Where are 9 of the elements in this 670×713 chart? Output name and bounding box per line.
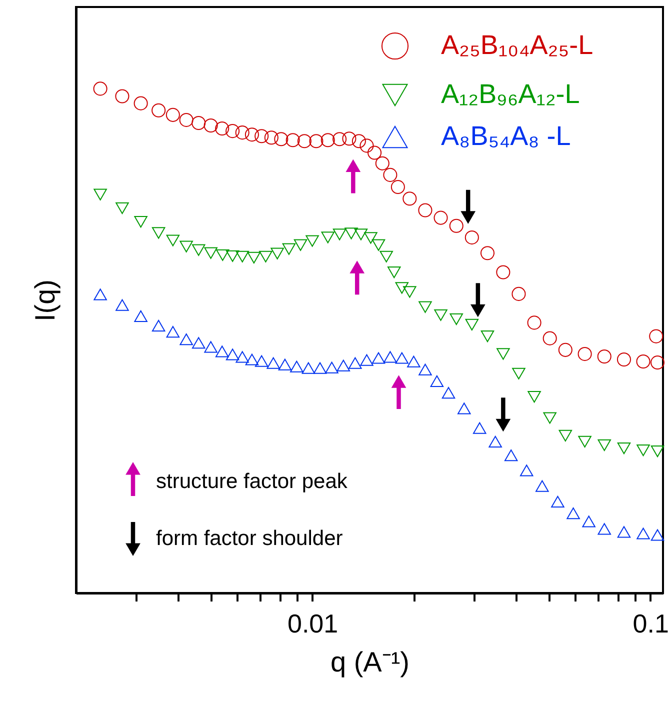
legend-label: A₈B₅₄A₈ -L bbox=[441, 121, 571, 151]
x-tick-label: 0.1 bbox=[632, 608, 669, 638]
y-axis-title: I(q) bbox=[30, 280, 60, 322]
legend-label: form factor shoulder bbox=[156, 527, 343, 550]
legend-label: structure factor peak bbox=[156, 470, 348, 493]
legend-label: A₁₂B₉₆A₁₂-L bbox=[441, 79, 580, 109]
x-tick-label: 0.01 bbox=[287, 608, 338, 638]
legend-label: A₂₅B₁₀₄A₂₅-L bbox=[441, 30, 594, 60]
x-axis-title: q (A⁻¹) bbox=[330, 646, 410, 678]
